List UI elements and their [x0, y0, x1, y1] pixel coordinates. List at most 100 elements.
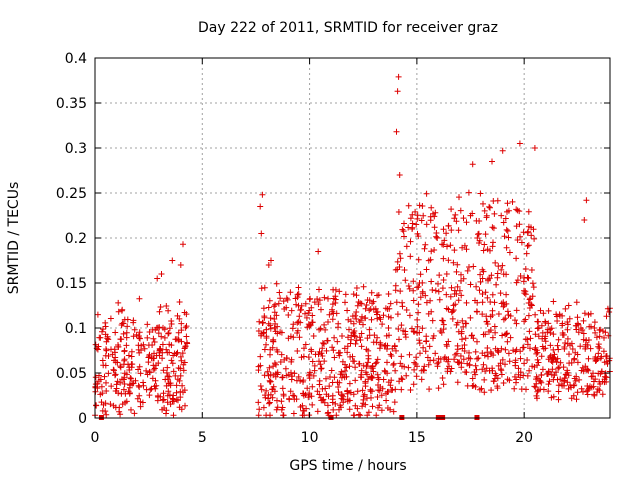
data-point — [538, 353, 545, 360]
data-point — [179, 382, 186, 389]
data-point — [519, 344, 526, 351]
data-point — [459, 336, 465, 343]
data-point — [489, 365, 496, 372]
data-point — [113, 388, 120, 394]
data-point — [378, 392, 385, 399]
data-point — [457, 207, 464, 214]
data-point — [526, 367, 533, 374]
data-point — [301, 345, 307, 352]
data-point — [470, 382, 477, 389]
data-point — [562, 305, 569, 312]
data-point — [375, 404, 381, 411]
data-point — [154, 275, 161, 282]
data-point — [554, 355, 561, 362]
data-point — [533, 347, 540, 354]
data-point — [266, 400, 273, 407]
data-point — [256, 318, 263, 325]
data-point — [517, 348, 524, 355]
data-point — [513, 307, 520, 314]
data-point — [285, 335, 292, 342]
data-point — [117, 379, 124, 386]
data-point — [448, 227, 455, 234]
data-point — [355, 411, 362, 418]
data-point — [476, 287, 483, 294]
data-point — [353, 337, 360, 344]
data-point — [469, 375, 476, 382]
data-point — [521, 287, 527, 294]
data-point — [290, 334, 297, 341]
data-point — [168, 357, 175, 364]
data-point — [409, 224, 416, 231]
data-point — [463, 246, 470, 253]
data-point — [270, 363, 277, 370]
data-point — [283, 355, 290, 362]
data-point — [131, 410, 138, 417]
data-point — [316, 391, 323, 398]
data-point — [308, 346, 315, 353]
data-point — [544, 329, 551, 336]
data-point — [534, 388, 541, 395]
data-point — [483, 212, 490, 219]
data-point — [160, 324, 166, 331]
data-point — [423, 299, 430, 306]
data-point — [128, 361, 135, 368]
data-point — [406, 285, 413, 292]
data-point — [329, 379, 336, 386]
data-point — [373, 412, 380, 419]
x-tick-labels: 0 5 10 15 20 — [91, 430, 534, 446]
data-point — [585, 311, 592, 318]
data-point — [426, 386, 433, 393]
data-point — [419, 203, 426, 209]
data-point — [377, 339, 384, 346]
data-point — [103, 347, 110, 354]
data-point — [259, 320, 266, 326]
data-point — [544, 326, 551, 333]
data-point — [537, 307, 544, 314]
data-point — [352, 364, 359, 371]
data-point — [502, 346, 509, 353]
data-point — [173, 336, 180, 343]
data-point — [118, 307, 125, 314]
data-point — [384, 359, 390, 366]
data-point — [135, 346, 142, 353]
data-point — [344, 388, 351, 395]
data-point — [426, 343, 433, 350]
data-point — [125, 352, 132, 359]
data-point — [323, 391, 330, 398]
x-tick-label: 5 — [198, 430, 207, 446]
data-point — [565, 302, 572, 309]
data-point — [331, 354, 338, 361]
data-point — [601, 373, 608, 380]
data-point — [358, 300, 365, 307]
data-point — [173, 382, 180, 389]
data-point — [439, 241, 445, 248]
data-point — [429, 317, 436, 324]
data-point — [271, 316, 278, 322]
data-point — [352, 402, 359, 409]
data-point — [108, 346, 114, 353]
data-point — [414, 230, 421, 237]
data-point — [366, 326, 373, 333]
data-point — [419, 325, 426, 332]
data-point — [583, 337, 590, 344]
data-point — [370, 368, 377, 375]
data-point — [178, 357, 185, 364]
data-point — [451, 215, 458, 222]
data-point — [423, 221, 430, 228]
data-point — [417, 271, 424, 278]
data-point — [401, 363, 408, 370]
data-point — [131, 326, 138, 333]
data-point — [279, 374, 286, 381]
data-point — [417, 294, 424, 301]
data-point — [601, 379, 608, 386]
data-point — [102, 408, 109, 415]
data-point — [153, 362, 159, 369]
data-point — [144, 321, 151, 328]
data-point — [166, 325, 173, 332]
data-point — [574, 351, 581, 358]
data-point — [480, 268, 487, 275]
data-point — [548, 394, 555, 401]
data-point — [169, 257, 176, 264]
data-point — [448, 365, 455, 372]
data-point — [568, 340, 575, 347]
